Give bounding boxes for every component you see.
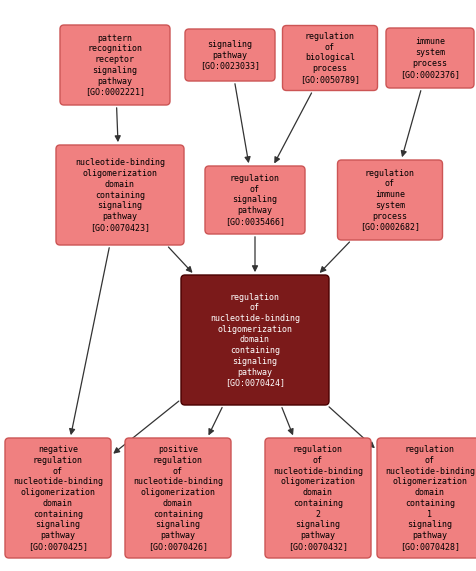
FancyBboxPatch shape bbox=[376, 438, 476, 558]
Text: nucleotide-binding
oligomerization
domain
containing
signaling
pathway
[GO:00704: nucleotide-binding oligomerization domai… bbox=[75, 158, 165, 232]
FancyBboxPatch shape bbox=[205, 166, 304, 234]
FancyBboxPatch shape bbox=[385, 28, 473, 88]
Text: regulation
of
nucleotide-binding
oligomerization
domain
containing
signaling
pat: regulation of nucleotide-binding oligome… bbox=[209, 292, 299, 388]
FancyBboxPatch shape bbox=[265, 438, 370, 558]
Text: immune
system
process
[GO:0002376]: immune system process [GO:0002376] bbox=[399, 37, 459, 79]
Text: signaling
pathway
[GO:0023033]: signaling pathway [GO:0023033] bbox=[199, 40, 259, 70]
FancyBboxPatch shape bbox=[5, 438, 111, 558]
FancyBboxPatch shape bbox=[282, 26, 377, 90]
FancyBboxPatch shape bbox=[337, 160, 442, 240]
Text: regulation
of
biological
process
[GO:0050789]: regulation of biological process [GO:005… bbox=[299, 32, 359, 84]
Text: regulation
of
immune
system
process
[GO:0002682]: regulation of immune system process [GO:… bbox=[359, 168, 419, 231]
FancyBboxPatch shape bbox=[60, 25, 169, 105]
Text: positive
regulation
of
nucleotide-binding
oligomerization
domain
containing
sign: positive regulation of nucleotide-bindin… bbox=[133, 445, 223, 551]
Text: regulation
of
signaling
pathway
[GO:0035466]: regulation of signaling pathway [GO:0035… bbox=[225, 174, 284, 226]
FancyBboxPatch shape bbox=[125, 438, 230, 558]
Text: negative
regulation
of
nucleotide-binding
oligomerization
domain
containing
sign: negative regulation of nucleotide-bindin… bbox=[13, 445, 103, 551]
FancyBboxPatch shape bbox=[185, 29, 275, 81]
Text: regulation
of
nucleotide-binding
oligomerization
domain
containing
2
signaling
p: regulation of nucleotide-binding oligome… bbox=[272, 445, 362, 551]
Text: regulation
of
nucleotide-binding
oligomerization
domain
containing
1
signaling
p: regulation of nucleotide-binding oligome… bbox=[384, 445, 474, 551]
FancyBboxPatch shape bbox=[180, 275, 328, 405]
FancyBboxPatch shape bbox=[56, 145, 184, 245]
Text: pattern
recognition
receptor
signaling
pathway
[GO:0002221]: pattern recognition receptor signaling p… bbox=[85, 34, 145, 96]
